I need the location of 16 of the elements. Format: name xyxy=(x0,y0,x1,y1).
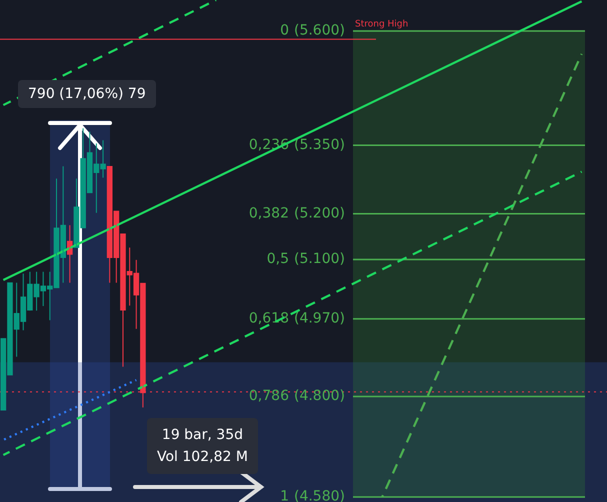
annotation: 0,382 xyxy=(248,205,289,222)
annotation: Vol 102,82 M xyxy=(157,448,248,467)
annotation: 0,786 xyxy=(248,388,290,404)
ref-line-label: Strong High xyxy=(355,19,408,30)
y-tick-label: (5.600) xyxy=(294,22,345,39)
y-tick-label: (4.800) xyxy=(294,388,345,404)
y-tick-label: (5.350) xyxy=(294,136,345,153)
annotation: 790 (17,06%) 79 xyxy=(18,80,156,108)
annotation: 1 xyxy=(280,488,289,502)
y-tick-label: (5.200) xyxy=(294,205,345,222)
y-tick-label: (4.970) xyxy=(294,310,345,326)
annotation: 0 xyxy=(280,22,289,39)
y-tick-label: (4.580) xyxy=(294,488,345,502)
annotation: 19 bar, 35d xyxy=(160,426,244,445)
y-tick-label: (5.100) xyxy=(294,251,345,268)
annotation: 0,5 xyxy=(266,251,289,268)
